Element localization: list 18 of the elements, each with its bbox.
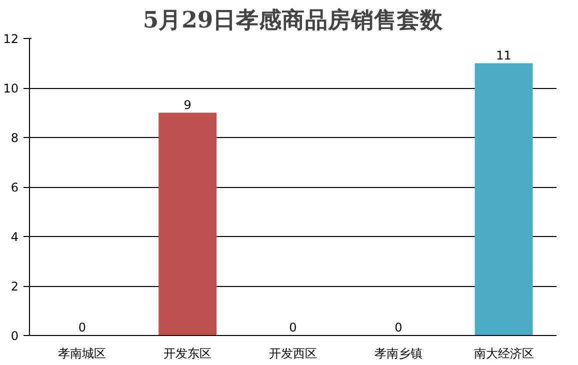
data-label: 9 (184, 98, 192, 112)
data-label: 0 (78, 320, 86, 334)
data-label: 0 (289, 320, 297, 334)
x-tick-label: 南大经济区 (474, 346, 534, 360)
y-tick-label: 4 (10, 230, 19, 244)
y-tick-label: 6 (10, 180, 19, 194)
y-tick-label: 2 (10, 280, 19, 294)
x-tick-label: 开发西区 (269, 346, 317, 360)
y-tick-label: 10 (3, 82, 19, 96)
chart-title: 5月29日孝感商品房销售套数 (142, 6, 444, 34)
data-label: 0 (394, 320, 402, 334)
data-label: 11 (496, 48, 512, 62)
y-tick-label: 12 (3, 32, 19, 46)
y-tick-label: 0 (10, 329, 19, 343)
x-tick-label: 孝南城区 (58, 346, 106, 360)
x-tick-label: 孝南乡镇 (374, 346, 422, 360)
x-tick-label: 开发东区 (164, 346, 212, 360)
y-tick-label: 8 (10, 131, 19, 145)
